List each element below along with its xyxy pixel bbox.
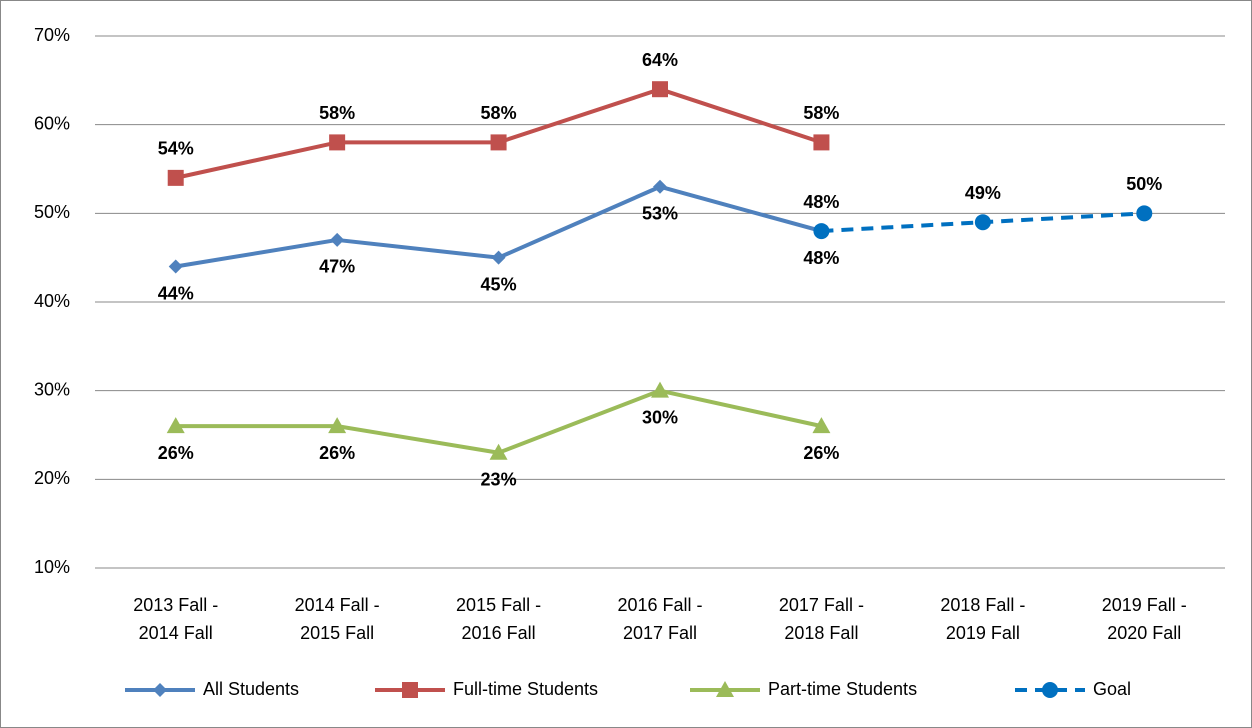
legend-item: All Students xyxy=(125,679,299,699)
marker xyxy=(402,682,418,698)
data-label: 30% xyxy=(642,407,678,427)
marker xyxy=(813,223,830,240)
legend-label: Part-time Students xyxy=(768,679,917,699)
data-label: 49% xyxy=(965,183,1001,203)
marker xyxy=(1136,205,1153,222)
marker xyxy=(489,443,508,460)
y-tick-label: 20% xyxy=(34,468,70,488)
legend-label: All Students xyxy=(203,679,299,699)
data-label: 58% xyxy=(803,103,839,123)
data-label: 26% xyxy=(158,443,194,463)
x-tick-label: 2013 Fall -2014 Fall xyxy=(133,595,218,643)
legend-label: Full-time Students xyxy=(453,679,598,699)
y-tick-label: 10% xyxy=(34,557,70,577)
marker xyxy=(651,381,669,398)
data-label: 48% xyxy=(803,248,839,268)
y-tick-label: 50% xyxy=(34,202,70,222)
marker xyxy=(813,134,830,151)
data-label: 53% xyxy=(642,203,678,223)
marker xyxy=(812,417,831,434)
data-label: 50% xyxy=(1126,174,1162,194)
data-label: 23% xyxy=(481,469,517,489)
legend-label: Goal xyxy=(1093,679,1131,699)
y-tick-label: 70% xyxy=(34,25,70,45)
data-label: 47% xyxy=(319,257,355,277)
x-tick-label: 2016 Fall -2017 Fall xyxy=(617,595,702,643)
data-label: 26% xyxy=(319,443,355,463)
marker xyxy=(167,169,184,186)
x-tick-label: 2014 Fall -2015 Fall xyxy=(295,595,380,643)
data-label: 58% xyxy=(319,103,355,123)
y-tick-label: 40% xyxy=(34,291,70,311)
legend-item: Full-time Students xyxy=(375,679,598,699)
marker xyxy=(652,81,668,98)
marker xyxy=(653,179,667,194)
x-tick-label: 2015 Fall -2016 Fall xyxy=(456,595,541,643)
marker xyxy=(491,250,506,265)
x-tick-label: 2018 Fall -2019 Fall xyxy=(940,595,1025,643)
x-tick-label: 2017 Fall -2018 Fall xyxy=(779,595,864,643)
data-label: 48% xyxy=(803,192,839,212)
marker xyxy=(329,134,346,151)
marker xyxy=(490,134,507,151)
marker xyxy=(716,681,734,697)
marker xyxy=(153,683,167,697)
data-label: 54% xyxy=(158,139,194,159)
marker xyxy=(328,417,347,434)
marker xyxy=(1042,682,1058,698)
legend-item: Part-time Students xyxy=(690,679,917,699)
marker xyxy=(166,417,185,434)
y-tick-label: 30% xyxy=(34,379,70,399)
x-tick-label: 2019 Fall -2020 Fall xyxy=(1102,595,1187,643)
data-label: 58% xyxy=(481,103,517,123)
y-tick-label: 60% xyxy=(34,113,70,133)
marker xyxy=(168,259,183,274)
data-label: 64% xyxy=(642,50,678,70)
data-label: 45% xyxy=(481,274,517,294)
marker xyxy=(330,232,345,247)
data-label: 44% xyxy=(158,283,194,303)
legend-item: Goal xyxy=(1015,679,1131,699)
data-label: 26% xyxy=(803,443,839,463)
marker xyxy=(974,214,991,231)
